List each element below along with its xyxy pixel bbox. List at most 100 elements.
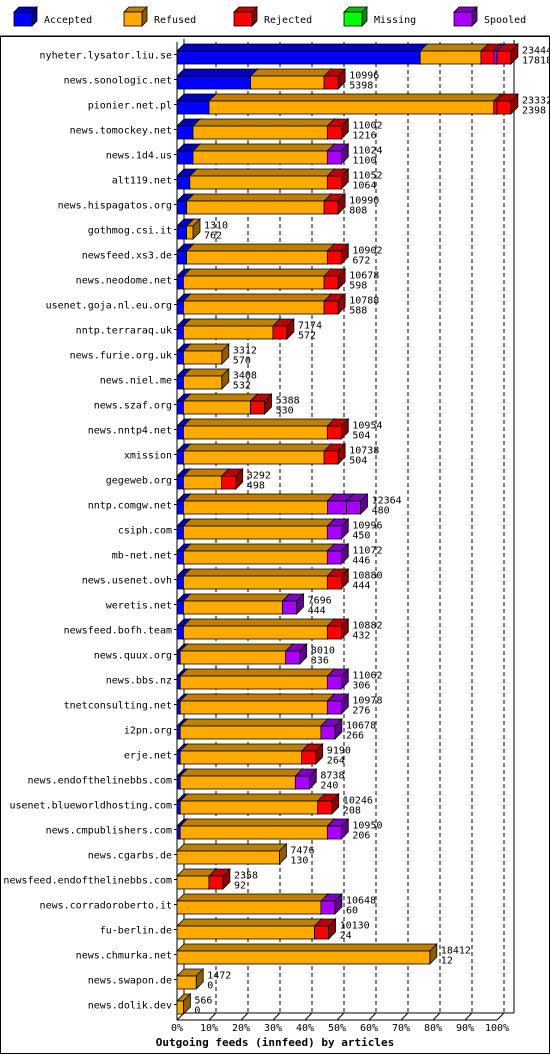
bar-row [176, 543, 350, 565]
chart-title: Outgoing feeds (innfeed) by articles [156, 1036, 394, 1049]
value-accepted: 808 [349, 206, 367, 217]
value-accepted: 446 [352, 556, 370, 567]
category-label: tnetconsulting.net [64, 701, 172, 712]
bar-segment-refused [182, 543, 336, 565]
category-label: news.quux.org [94, 651, 172, 662]
bar-segment-refused [182, 493, 336, 515]
value-total: 10996 [349, 71, 379, 82]
bar-segment-tip [323, 293, 347, 315]
value-accepted: 762 [204, 231, 222, 242]
x-tick-label: 60% [360, 1023, 378, 1034]
bar-row [176, 218, 201, 240]
legend-swatch [13, 6, 38, 27]
bar-segment-tip [326, 668, 350, 690]
bar-segment-refused [182, 568, 336, 590]
bar-segment-refused [185, 243, 336, 265]
category-label: fu-berlin.de [100, 926, 172, 937]
category-label: news.1d4.us [106, 151, 172, 162]
category-label: news.endofthelinebbs.com [28, 776, 173, 787]
bar-segment-tip [281, 593, 305, 615]
x-tick-label: 0% [171, 1023, 183, 1034]
category-label: news.hispagatos.org [58, 201, 172, 212]
bar-segment-refused [179, 793, 326, 815]
value-accepted: 432 [352, 631, 370, 642]
bar-segment-refused [182, 393, 259, 415]
value-total: 11062 [352, 671, 382, 682]
value-total: 566 [194, 996, 212, 1007]
legend-label: Missing [374, 15, 416, 26]
bar-segment-tip [294, 768, 318, 790]
bar-segment-refused [185, 218, 201, 240]
category-label: news.szaf.org [94, 401, 172, 412]
value-accepted: 672 [352, 256, 370, 267]
bar-segment-refused [192, 118, 336, 140]
bar-segment-tip [249, 393, 273, 415]
value-total: 11002 [352, 121, 382, 132]
value-total: 5388 [276, 396, 300, 407]
bar-segment-tip [326, 543, 350, 565]
value-total: 8738 [320, 771, 344, 782]
value-accepted: 588 [349, 306, 367, 317]
value-total: 10678 [346, 721, 376, 732]
category-label: news.cgarbs.de [88, 851, 172, 862]
legend-swatch [453, 6, 478, 27]
value-accepted: 450 [352, 531, 370, 542]
bar-row [176, 343, 230, 365]
bar-segment-tip [207, 868, 231, 890]
value-total: 3408 [233, 371, 257, 382]
value-accepted: 504 [349, 456, 367, 467]
bar-segment-refused [182, 593, 291, 615]
category-label: nntp.terraraq.uk [76, 326, 172, 337]
value-total: 3312 [233, 346, 257, 357]
x-tick-label: 20% [232, 1023, 250, 1034]
bar-segment-tip [345, 493, 369, 515]
category-label: news.dolik.dev [88, 1001, 172, 1012]
value-total: 10996 [352, 521, 382, 532]
category-label: news.cmpublishers.com [46, 826, 172, 837]
category-label: xmission [124, 451, 172, 462]
category-label: news.swapon.de [88, 976, 172, 987]
bar-segment-tip [313, 918, 337, 940]
bar-segment-refused [176, 943, 438, 965]
bar-segment-tip [326, 693, 350, 715]
bar-segment-refused [179, 743, 310, 765]
bar-segment-tip [326, 618, 350, 640]
category-label: news.corradoroberto.it [40, 901, 172, 912]
bar-row [176, 368, 230, 390]
bar-row [176, 768, 318, 790]
category-label: gothmog.csi.it [88, 226, 172, 237]
bar-segment-refused [185, 193, 333, 215]
value-accepted: 336 [311, 656, 329, 667]
legend-swatch [123, 6, 148, 27]
bar-segment-refused [176, 993, 192, 1015]
category-label: news.bbs.nz [106, 676, 172, 687]
category-label: news.tomockey.net [70, 126, 172, 137]
bar-row [176, 568, 350, 590]
value-total: 11024 [352, 146, 382, 157]
value-accepted: 598 [349, 281, 367, 292]
x-tick-label: 90% [456, 1023, 474, 1034]
category-label: usenet.blueworldhosting.com [9, 801, 172, 812]
value-accepted: 570 [233, 356, 251, 367]
value-total: 10978 [352, 696, 382, 707]
bar-segment-tip [326, 118, 350, 140]
bar-row [176, 743, 324, 765]
bar-row [176, 718, 343, 740]
legend-swatch [343, 6, 368, 27]
value-total: 11052 [352, 171, 382, 182]
bar-segment-tip [220, 468, 244, 490]
value-accepted: 12 [441, 956, 453, 967]
bar-segment-refused [419, 43, 489, 65]
bar-row [176, 443, 347, 465]
value-accepted: 444 [352, 581, 370, 592]
x-tick-label: 50% [328, 1023, 346, 1034]
bar-row [176, 993, 192, 1015]
bar-segment-tip [326, 568, 350, 590]
value-accepted: 92 [234, 881, 246, 892]
category-label: news.chmurka.net [76, 951, 172, 962]
category-label: weretis.net [106, 601, 172, 612]
bar-row [176, 168, 350, 190]
bar-row [176, 393, 273, 415]
x-tick-label: 70% [392, 1023, 410, 1034]
